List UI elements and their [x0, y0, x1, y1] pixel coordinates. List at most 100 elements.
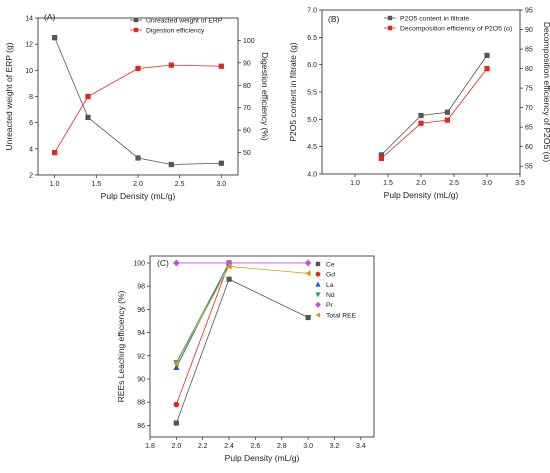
x-tick-label: 3.4: [356, 443, 366, 450]
x-tick-label: 2.4: [224, 443, 234, 450]
plot-frame: [149, 255, 375, 438]
y-tick-label: 8: [29, 94, 33, 101]
series-line: [54, 37, 222, 165]
legend-entry: Decomposition efficiency of P2O5 (α): [400, 25, 512, 32]
y-tick-label: 88: [137, 400, 145, 407]
y2-tick-label: 70: [243, 105, 251, 112]
data-point: [168, 161, 174, 168]
y-axis-title: Unreacted weight of ERP (g): [4, 42, 14, 150]
data-point: [168, 62, 174, 68]
y2-tick-label: 70: [525, 105, 533, 112]
data-point: [173, 259, 180, 267]
y-tick-label: 14: [25, 16, 33, 23]
panel-a-chart: 1.0 1.5 2.0 2.5 3.0 2 4 6 8 10 12 14 50 60 70 80 90 100 Pu…: [4, 12, 270, 201]
panel-label: (A): [44, 12, 56, 22]
data-point: [173, 364, 180, 370]
y2-tick-label: 85: [525, 47, 533, 54]
legend-entry: Unreacted weight of ERP: [146, 17, 223, 24]
y2-tick-label: 95: [525, 8, 533, 15]
panel-c-chart: 1.8 2.0 2.2 2.4 2.6 2.8 3.0 3.2 3.4 86 88 90 92 94 96 9…: [116, 255, 375, 463]
plot-frame: [321, 9, 521, 175]
y-tick-label: 4.0: [307, 172, 317, 179]
legend-entry: Pr: [326, 302, 334, 309]
y-tick-label: 98: [137, 284, 145, 291]
legend-marker: [315, 312, 321, 318]
y-tick-label: 5.5: [307, 90, 317, 97]
x-tick-label: 3.0: [303, 443, 313, 450]
series-line: [381, 55, 488, 156]
x-tick-label: 1.8: [145, 443, 155, 450]
series-line: [175, 262, 230, 363]
x-tick-label: 2.6: [251, 443, 261, 450]
data-point: [418, 120, 424, 126]
series-line: [175, 262, 230, 405]
x-tick-label: 2.0: [133, 181, 143, 188]
y2-tick-label: 60: [525, 144, 533, 151]
y2-tick-label: 100: [243, 38, 255, 45]
x-tick-label: 1.0: [50, 181, 60, 188]
x-tick-label: 1.0: [350, 180, 360, 187]
y2-tick-label: 50: [243, 150, 251, 157]
data-point: [52, 35, 58, 41]
y2-tick-label: 75: [525, 86, 533, 93]
plot-frame: [37, 17, 239, 176]
x-tick-label: 3.0: [482, 180, 492, 187]
panel-b-chart: 1.0 1.5 2.0 2.5 3.0 3.5 4.0 4.5 5.0 5.5 6.0 6.5 7.0 5…: [288, 8, 550, 201]
data-point: [52, 149, 58, 156]
series-line: [176, 266, 309, 365]
legend-marker: [387, 25, 393, 31]
x-tick-label: 1.5: [383, 180, 393, 187]
series-line: [381, 68, 488, 159]
data-point: [218, 63, 224, 69]
y-tick-label: 10: [25, 68, 33, 75]
data-point: [305, 314, 311, 321]
legend-entry: Total REE: [326, 312, 357, 319]
x-tick-label: 2.5: [175, 181, 185, 188]
y2-tick-label: 65: [525, 125, 533, 132]
legend-entry: Gd: [326, 272, 335, 279]
data-point: [484, 65, 490, 72]
data-point: [173, 360, 179, 367]
x-axis-title: Pulp Density (mL/g): [225, 453, 300, 463]
y2-tick-label: 80: [243, 83, 251, 90]
x-tick-label: 2.8: [277, 443, 287, 450]
legend-marker: [133, 27, 139, 33]
x-tick-label: 2.0: [171, 443, 181, 450]
y-tick-label: 2: [29, 173, 33, 180]
data-point: [444, 117, 450, 123]
data-point: [173, 420, 179, 426]
series-line: [54, 64, 222, 153]
panel-label: (B): [328, 14, 340, 24]
legend-entry: Digestion efficiency: [146, 27, 205, 34]
data-point: [173, 401, 180, 408]
data-point: [135, 65, 141, 72]
y-tick-label: 6.5: [307, 35, 317, 42]
data-point: [226, 276, 232, 282]
x-tick-label: 3.0: [216, 181, 226, 188]
legend-entry: Nd: [326, 292, 335, 299]
y2-tick-label: 60: [243, 128, 251, 135]
data-point: [218, 160, 224, 166]
legend-marker: [387, 15, 393, 21]
data-point: [378, 152, 384, 158]
data-point: [85, 114, 91, 121]
panel-label: (C): [157, 258, 169, 268]
legend-marker: [315, 281, 321, 287]
y2-tick-label: 80: [525, 66, 533, 73]
y2-axis-title: Digestion efficiency (%): [260, 52, 270, 141]
x-tick-label: 2.0: [416, 180, 426, 187]
x-tick-label: 3.5: [515, 180, 525, 187]
data-point: [444, 109, 450, 115]
x-tick-label: 1.5: [91, 181, 101, 188]
legend-marker: [133, 17, 139, 23]
y-tick-label: 96: [137, 307, 145, 314]
y2-tick-label: 90: [525, 27, 533, 34]
legend-marker: [315, 271, 321, 277]
y-tick-label: 90: [137, 376, 145, 383]
y-tick-label: 12: [25, 42, 33, 49]
x-axis-title: Pulp Density (mL/g): [384, 190, 459, 200]
data-point: [304, 259, 312, 267]
data-point: [304, 270, 311, 277]
y-tick-label: 94: [137, 330, 145, 337]
